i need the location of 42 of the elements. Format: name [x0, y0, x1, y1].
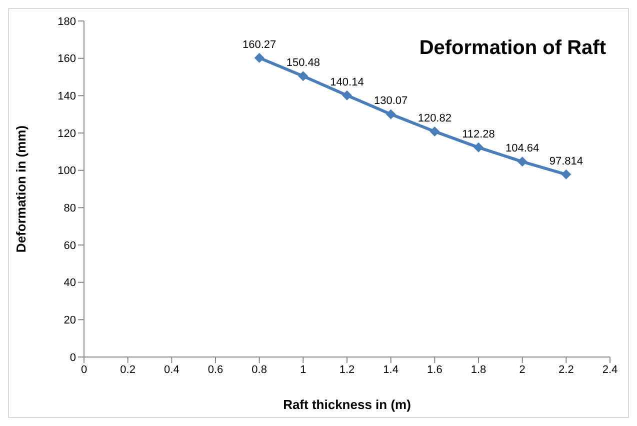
y-axis-title: Deformation in (mm) [14, 125, 29, 253]
data-label: 140.14 [330, 76, 364, 88]
x-tick-label: 2 [519, 364, 526, 376]
point [254, 52, 264, 63]
x-tick-label: 1.2 [339, 364, 355, 376]
point [386, 109, 396, 120]
text: Deformation of Raft [419, 37, 606, 60]
x-tick-label: 1 [300, 364, 306, 376]
x-axis-title: Raft thickness in (m) [283, 397, 411, 412]
x-tick-label: 1.6 [427, 364, 442, 376]
point [474, 142, 484, 152]
data-label: 112.28 [462, 128, 495, 140]
x-tick-label: 0.2 [120, 364, 136, 376]
x-tick-label: 0.8 [252, 364, 267, 376]
point [430, 126, 440, 136]
data-label: 150.48 [286, 57, 320, 70]
point [561, 169, 572, 180]
x-tick-label: 0.6 [208, 364, 224, 376]
point [517, 156, 528, 167]
y-tick-label: 120 [58, 128, 76, 140]
data-label: 130.07 [374, 95, 408, 108]
y-tick-label: 140 [58, 90, 76, 103]
y-tick-label: 60 [64, 240, 76, 252]
y-tick-label: 160 [58, 53, 76, 66]
y-tick-label: 80 [64, 202, 76, 215]
data-label: 97.814 [549, 155, 583, 168]
y-tick-label: 40 [64, 277, 76, 290]
data-label: 104.64 [506, 142, 540, 155]
x-tick-label: 1.8 [470, 364, 486, 376]
y-tick-label: 0 [70, 352, 76, 364]
y-tick-label: 20 [64, 314, 76, 327]
data-label: 160.27 [242, 38, 276, 51]
x-tick-label: 2.2 [558, 364, 574, 376]
x-tick-label: 0 [80, 364, 88, 376]
data-label: 120.82 [418, 112, 452, 124]
point [342, 90, 352, 100]
point [298, 71, 308, 82]
x-tick-label: 2.4 [602, 364, 618, 376]
x-tick-label: 1.4 [383, 364, 398, 376]
x-tick-label: 0.4 [164, 364, 180, 376]
y-tick-label: 100 [58, 165, 76, 178]
y-tick-label: 180 [58, 16, 76, 28]
